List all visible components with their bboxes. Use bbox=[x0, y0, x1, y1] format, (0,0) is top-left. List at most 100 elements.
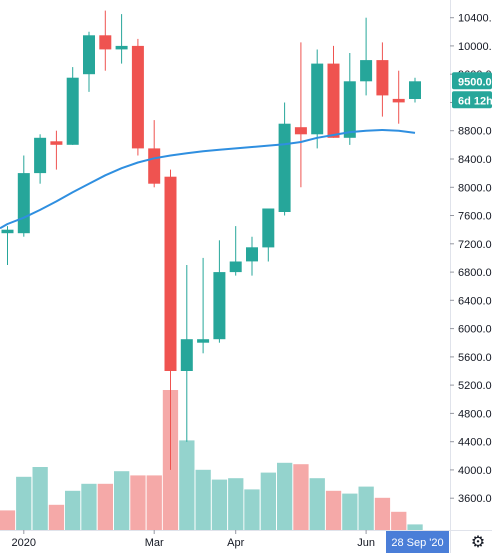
candle-body bbox=[343, 81, 356, 138]
candles bbox=[1, 10, 421, 470]
price-tick-label: 6800.00 bbox=[458, 267, 492, 279]
volume-bar bbox=[228, 478, 244, 530]
volume-bar bbox=[97, 483, 113, 530]
moving-average bbox=[0, 129, 416, 230]
price-tick-label: 8000.00 bbox=[458, 182, 492, 194]
volume-bar bbox=[81, 483, 97, 530]
volume-bar bbox=[211, 479, 228, 530]
volume-bar bbox=[146, 475, 162, 530]
candle-body bbox=[360, 60, 373, 82]
volume-bars bbox=[0, 390, 423, 530]
volume-bar bbox=[325, 490, 342, 530]
gear-icon[interactable]: ⚙ bbox=[471, 532, 485, 551]
settings-button[interactable]: ⚙ bbox=[471, 532, 485, 551]
volume-bar bbox=[195, 469, 211, 530]
candle[interactable] bbox=[148, 120, 161, 188]
candle[interactable] bbox=[343, 53, 356, 145]
candle[interactable] bbox=[180, 265, 193, 442]
candle-body bbox=[327, 63, 340, 138]
candle[interactable] bbox=[327, 45, 340, 138]
candle-body bbox=[392, 98, 405, 103]
candle[interactable] bbox=[229, 226, 242, 276]
candle-body bbox=[409, 81, 421, 99]
candle[interactable] bbox=[246, 236, 258, 276]
price-tick-label: 4800.00 bbox=[458, 408, 492, 420]
candle-body bbox=[246, 247, 258, 262]
candle[interactable] bbox=[262, 208, 275, 262]
countdown-label: 6d 12h bbox=[458, 95, 492, 107]
time-tick-label: Apr bbox=[227, 537, 244, 549]
candle-body bbox=[294, 127, 307, 135]
volume-bar bbox=[342, 493, 358, 530]
candle-body bbox=[66, 77, 79, 145]
candle[interactable] bbox=[50, 130, 63, 170]
time-tick-label: Mar bbox=[145, 537, 164, 549]
candle-body bbox=[180, 339, 193, 371]
volume-bar bbox=[277, 462, 293, 530]
price-tick-label: 7200.00 bbox=[458, 239, 492, 251]
candle-body bbox=[229, 261, 242, 273]
candle[interactable] bbox=[392, 70, 405, 124]
candle[interactable] bbox=[376, 42, 389, 117]
time-axis[interactable]: 2020 Mar Apr Jun bbox=[12, 530, 375, 549]
price-tick-label: 10400.00 bbox=[458, 13, 492, 25]
candle[interactable] bbox=[17, 155, 30, 237]
volume-bar bbox=[0, 510, 16, 530]
candle-body bbox=[262, 208, 275, 248]
candle[interactable] bbox=[99, 10, 112, 71]
candle-body bbox=[83, 35, 95, 75]
crosshair-date-label: 28 Sep '20 bbox=[391, 537, 443, 549]
price-tick-label: 4400.00 bbox=[458, 437, 492, 449]
price-tick-label: 6400.00 bbox=[458, 295, 492, 307]
candle[interactable] bbox=[409, 77, 421, 103]
crosshair-date-badge bbox=[386, 531, 449, 553]
volume-bar bbox=[391, 511, 407, 530]
candle-body bbox=[17, 173, 30, 234]
volume-bar bbox=[114, 471, 130, 530]
candle[interactable] bbox=[197, 257, 210, 354]
candle[interactable] bbox=[164, 169, 177, 470]
volume-bar bbox=[16, 476, 32, 530]
last-price-label: 9500.0 bbox=[458, 76, 492, 88]
candle-body bbox=[311, 63, 324, 135]
candle[interactable] bbox=[294, 42, 307, 188]
volume-bar bbox=[260, 472, 276, 530]
time-tick-label: 2020 bbox=[12, 537, 36, 549]
moving-average-line bbox=[0, 129, 416, 230]
volume-bar bbox=[179, 440, 195, 530]
candle[interactable] bbox=[83, 31, 95, 92]
volume-bar bbox=[244, 489, 260, 530]
candle[interactable] bbox=[131, 38, 144, 156]
candle-body bbox=[50, 141, 63, 145]
price-tick-label: 4000.00 bbox=[458, 465, 492, 477]
candle-body bbox=[1, 229, 14, 234]
candle[interactable] bbox=[311, 49, 324, 149]
candle[interactable] bbox=[66, 67, 79, 145]
volume-bar bbox=[32, 467, 48, 530]
price-tick-label: 3600.00 bbox=[458, 493, 492, 505]
time-tick-label: Jun bbox=[357, 537, 375, 549]
candle-body bbox=[164, 176, 177, 371]
candle-body bbox=[115, 45, 128, 50]
price-tick-label: 5600.00 bbox=[458, 352, 492, 364]
candle[interactable] bbox=[34, 134, 47, 184]
price-tick-label: 10000.00 bbox=[458, 41, 492, 53]
candle[interactable] bbox=[115, 14, 128, 64]
candle-body bbox=[213, 272, 226, 340]
candle-body bbox=[99, 35, 112, 50]
candle[interactable] bbox=[278, 102, 291, 216]
last-price-badge bbox=[452, 72, 492, 90]
axis-badges: 9500.0 6d 12h 28 Sep '20 bbox=[386, 72, 492, 553]
volume-bar bbox=[374, 497, 391, 530]
price-tick-label: 8400.00 bbox=[458, 154, 492, 166]
candle[interactable] bbox=[360, 17, 373, 96]
candle-body bbox=[34, 137, 47, 174]
candle-body bbox=[131, 45, 144, 149]
candle-body bbox=[148, 148, 161, 184]
candle-body bbox=[197, 339, 210, 343]
candle[interactable] bbox=[213, 240, 226, 343]
candle[interactable] bbox=[1, 226, 14, 265]
volume-bar bbox=[65, 490, 81, 530]
